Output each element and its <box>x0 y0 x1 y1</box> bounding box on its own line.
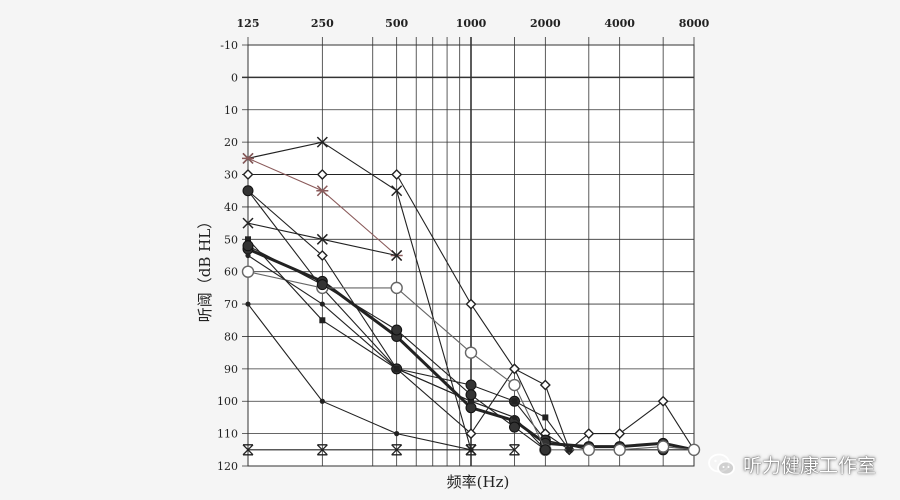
data-point <box>508 363 520 375</box>
x-tick-label: 4000 <box>604 17 635 30</box>
data-point <box>391 444 403 456</box>
data-point <box>316 444 328 456</box>
data-point <box>242 240 254 252</box>
data-point <box>464 346 478 359</box>
data-point <box>508 421 520 433</box>
data-point <box>613 443 626 457</box>
watermark-text: 听力健康工作室 <box>742 455 876 477</box>
data-point <box>242 444 254 456</box>
watermark: 听力健康工作室 <box>707 451 876 478</box>
y-tick-label: 10 <box>224 104 238 117</box>
data-point <box>465 389 477 401</box>
data-point <box>582 443 596 457</box>
data-point <box>245 301 251 307</box>
data-point <box>465 444 477 456</box>
y-tick-label: -10 <box>220 39 238 52</box>
y-tick-label: 80 <box>224 330 238 343</box>
series-line <box>247 303 472 451</box>
data-point <box>657 395 669 407</box>
data-point <box>539 379 551 391</box>
data-point <box>245 252 251 259</box>
series-line <box>247 245 546 451</box>
series-12 <box>242 240 551 456</box>
series-13 <box>242 444 520 456</box>
data-point <box>319 398 325 404</box>
data-point <box>509 444 520 456</box>
y-tick-label: 120 <box>217 460 238 473</box>
data-point <box>511 414 518 421</box>
data-point <box>242 152 254 164</box>
data-point <box>656 440 670 453</box>
data-point <box>390 281 403 295</box>
data-point <box>394 366 400 372</box>
data-point <box>316 136 328 148</box>
data-point <box>241 265 255 278</box>
data-point <box>316 169 328 181</box>
data-point <box>687 443 701 457</box>
y-axis-ticks: -10 0 10 20 30 40 50 60 70 80 90 100 110 120 <box>217 39 238 473</box>
x-tick-label: 2000 <box>530 17 561 30</box>
data-point <box>614 428 626 440</box>
x-axis-ticks: 125 250 500 1000 2000 4000 8000 <box>237 17 710 30</box>
y-tick-label: 100 <box>217 395 238 408</box>
x-tick-label: 250 <box>311 17 334 30</box>
y-tick-label: 0 <box>231 71 238 84</box>
data-point <box>508 378 521 392</box>
series-line <box>247 271 695 451</box>
data-point <box>511 398 518 405</box>
series-line <box>247 190 694 451</box>
x-tick-label: 500 <box>385 17 408 30</box>
series-line <box>247 255 546 451</box>
data-point <box>245 236 251 243</box>
y-tick-label: 50 <box>224 233 238 246</box>
data-point <box>319 317 326 324</box>
data-point <box>391 185 403 197</box>
data-point <box>566 446 573 453</box>
wechat-icon <box>708 453 735 475</box>
data-point <box>242 169 254 181</box>
series-line <box>247 247 695 452</box>
data-point <box>465 428 477 440</box>
y-tick-label: 30 <box>224 169 238 182</box>
data-point <box>394 431 400 437</box>
y-tick-label: 70 <box>224 298 238 311</box>
data-point <box>242 185 254 197</box>
data-point <box>539 444 551 456</box>
chart-series <box>241 136 701 457</box>
data-point <box>319 301 325 307</box>
data-point <box>465 298 477 310</box>
data-point <box>391 324 403 336</box>
data-point <box>316 250 328 261</box>
x-tick-label: 1000 <box>456 17 487 30</box>
y-tick-label: 110 <box>217 428 238 441</box>
y-tick-label: 40 <box>224 201 238 214</box>
data-point <box>316 185 329 197</box>
x-tick-label: 125 <box>237 17 260 30</box>
data-point <box>465 379 477 391</box>
data-point <box>542 414 549 421</box>
y-tick-label: 20 <box>224 136 238 149</box>
data-point <box>316 279 328 291</box>
data-point <box>391 249 403 262</box>
data-point <box>583 428 595 440</box>
data-point <box>242 217 254 229</box>
y-tick-label: 60 <box>224 266 238 279</box>
data-point <box>316 233 328 245</box>
series-4 <box>242 217 403 262</box>
x-axis-title: 频率(Hz) <box>447 473 510 491</box>
x-tick-label: 8000 <box>679 17 710 30</box>
data-point <box>391 169 403 181</box>
y-tick-label: 90 <box>224 363 238 376</box>
y-axis-title: 听阈（dB HL） <box>196 214 214 322</box>
